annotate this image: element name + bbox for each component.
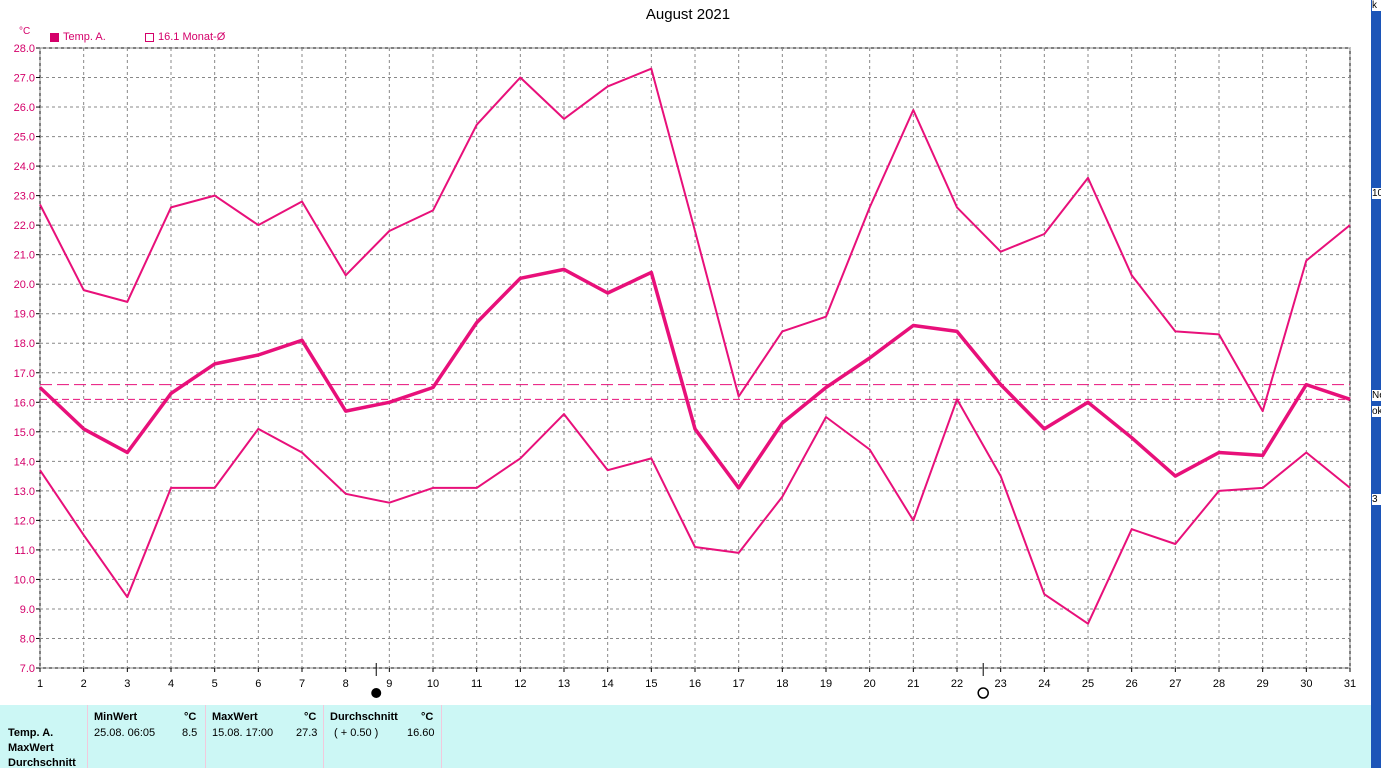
max-value: 27.3 — [296, 727, 318, 739]
x-tick-label: 16 — [689, 678, 701, 690]
stats-row-labels: Temp. A. MaxWert Durchschnitt — [0, 705, 88, 769]
edge-fragment: 3 — [1372, 494, 1381, 505]
edge-fragment: Ne — [1372, 390, 1381, 401]
y-tick-label: 17.0 — [14, 368, 35, 380]
new-moon-icon — [371, 688, 382, 698]
y-tick-label: 12.0 — [14, 515, 35, 527]
edge-fragment: 10 — [1372, 188, 1381, 199]
background-window-edge: k 10 Ne ok 3 — [1371, 0, 1381, 768]
y-tick-label: 28.0 — [14, 43, 35, 55]
x-tick-label: 4 — [168, 678, 174, 690]
x-tick-label: 15 — [645, 678, 657, 690]
y-tick-label: 21.0 — [14, 250, 35, 262]
x-tick-label: 28 — [1213, 678, 1225, 690]
y-tick-label: 25.0 — [14, 132, 35, 144]
full-moon-icon — [977, 687, 989, 699]
x-tick-label: 22 — [951, 678, 963, 690]
y-tick-label: 13.0 — [14, 486, 35, 498]
legend-swatch-filled — [50, 32, 59, 42]
x-tick-label: 10 — [427, 678, 439, 690]
max-time: 15.08. 17:00 — [212, 727, 274, 739]
avg-note: ( + 0.50 ) — [334, 727, 379, 739]
x-tick-label: 21 — [907, 678, 919, 690]
y-tick-label: 22.0 — [14, 220, 35, 232]
edge-fragment: ok — [1372, 406, 1381, 417]
y-unit-label: °C — [19, 26, 31, 37]
avg-header: Durchschnitt — [330, 711, 398, 723]
x-tick-label: 5 — [212, 678, 218, 690]
stats-min-column: MinWert °C 25.08. 06:05 8.5 — [88, 705, 206, 768]
x-tick-label: 7 — [299, 678, 305, 690]
y-tick-label: 11.0 — [14, 545, 35, 557]
y-tick-label: 15.0 — [14, 427, 35, 439]
y-tick-label: 9.0 — [20, 604, 35, 616]
row-label-durchschnitt: Durchschnitt — [8, 757, 76, 769]
x-tick-label: 9 — [386, 678, 392, 690]
y-tick-label: 27.0 — [14, 73, 35, 85]
chart-title: August 2021 — [645, 6, 731, 23]
y-tick-label: 14.0 — [14, 456, 35, 468]
avg-unit: °C — [421, 711, 434, 723]
x-tick-label: 31 — [1344, 678, 1356, 690]
y-tick-label: 7.0 — [20, 663, 35, 675]
temperature-chart: 7.0 8.0 9.0 10.0 11.0 12.0 13.0 14.0 15.0 16.0 17.… — [14, 43, 1356, 699]
x-tick-label: 13 — [558, 678, 570, 690]
y-tick-label: 24.0 — [14, 161, 35, 173]
x-tick-label: 25 — [1082, 678, 1094, 690]
y-tick-label: 16.0 — [14, 397, 35, 409]
row-label-maxwert: MaxWert — [8, 742, 54, 754]
x-tick-label: 6 — [255, 678, 261, 690]
y-tick-label: 23.0 — [14, 191, 35, 203]
min-header: MinWert — [94, 711, 138, 723]
statistics-panel: Temp. A. MaxWert Durchschnitt MinWert °C… — [0, 705, 1371, 769]
x-tick-label: 29 — [1257, 678, 1269, 690]
x-tick-label: 27 — [1169, 678, 1181, 690]
x-tick-label: 2 — [81, 678, 87, 690]
legend-swatch-outline — [145, 32, 154, 42]
max-header: MaxWert — [212, 711, 258, 723]
x-tick-label: 19 — [820, 678, 832, 690]
min-time: 25.08. 06:05 — [94, 727, 156, 739]
series-line-min — [39, 398, 1351, 625]
x-tick-label: 8 — [343, 678, 349, 690]
x-tick-label: 3 — [124, 678, 130, 690]
legend-temp[interactable]: Temp. A. — [50, 31, 106, 43]
x-tick-label: 23 — [995, 678, 1007, 690]
x-tick-label: 26 — [1126, 678, 1138, 690]
legend-label-month-avg: 16.1 Monat-Ø — [158, 31, 226, 43]
x-tick-label: 18 — [776, 678, 788, 690]
y-tick-label: 19.0 — [14, 309, 35, 321]
legend-label-temp: Temp. A. — [63, 31, 106, 43]
y-tick-label: 18.0 — [14, 338, 35, 350]
stats-avg-column: Durchschnitt °C ( + 0.50 ) 16.60 — [324, 705, 442, 768]
y-tick-label: 20.0 — [14, 279, 35, 291]
min-unit: °C — [184, 711, 197, 723]
y-tick-label: 26.0 — [14, 102, 35, 114]
y-tick-label: 8.0 — [20, 633, 35, 645]
chart-area: 7.0 8.0 9.0 10.0 11.0 12.0 13.0 14.0 15.0 16.0 17.… — [13, 6, 1357, 699]
max-unit: °C — [304, 711, 317, 723]
avg-value: 16.60 — [407, 727, 435, 739]
y-tick-label: 10.0 — [14, 574, 35, 586]
x-tick-label: 12 — [514, 678, 526, 690]
x-tick-label: 24 — [1038, 678, 1050, 690]
series-line-max — [39, 67, 1351, 413]
stats-max-column: MaxWert °C 15.08. 17:00 27.3 — [206, 705, 324, 768]
edge-fragment: k — [1372, 0, 1381, 11]
x-tick-label: 11 — [471, 678, 482, 690]
legend-month-avg[interactable]: 16.1 Monat-Ø — [145, 31, 225, 43]
x-tick-label: 30 — [1300, 678, 1312, 690]
x-tick-label: 17 — [733, 678, 745, 690]
x-tick-label: 1 — [37, 678, 43, 690]
min-value: 8.5 — [182, 727, 198, 739]
row-label-temp: Temp. A. — [8, 727, 54, 739]
series-line-avg — [38, 267, 1351, 490]
x-tick-label: 14 — [602, 678, 614, 690]
x-tick-label: 20 — [864, 678, 876, 690]
